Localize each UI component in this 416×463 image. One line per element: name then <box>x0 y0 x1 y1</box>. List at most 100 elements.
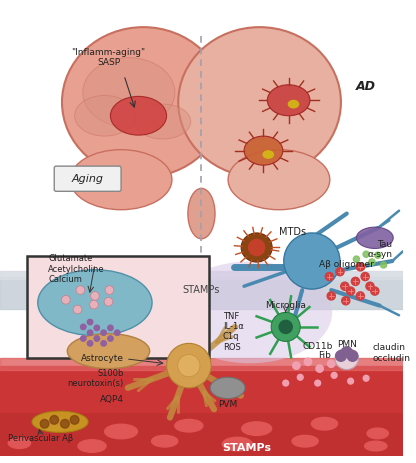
Circle shape <box>361 272 369 281</box>
Ellipse shape <box>74 95 135 136</box>
Ellipse shape <box>312 418 337 430</box>
Ellipse shape <box>271 313 300 341</box>
Ellipse shape <box>39 417 68 431</box>
Circle shape <box>50 415 59 424</box>
Circle shape <box>341 282 349 290</box>
Circle shape <box>73 305 82 314</box>
Circle shape <box>293 362 300 369</box>
Circle shape <box>327 360 335 367</box>
Circle shape <box>108 336 113 341</box>
Text: STAMPs: STAMPs <box>183 285 220 295</box>
Ellipse shape <box>241 233 272 262</box>
Circle shape <box>81 324 86 330</box>
Ellipse shape <box>70 150 172 210</box>
FancyBboxPatch shape <box>27 256 209 358</box>
Circle shape <box>89 300 98 309</box>
Ellipse shape <box>210 377 245 399</box>
Text: AQP4: AQP4 <box>100 395 124 404</box>
Polygon shape <box>0 409 403 456</box>
Circle shape <box>104 297 113 306</box>
Ellipse shape <box>367 428 389 439</box>
Circle shape <box>348 378 354 384</box>
Circle shape <box>371 287 379 295</box>
Circle shape <box>297 375 303 380</box>
Ellipse shape <box>168 262 332 363</box>
Circle shape <box>336 268 344 276</box>
Ellipse shape <box>284 233 340 289</box>
Circle shape <box>108 325 113 331</box>
Ellipse shape <box>83 58 175 127</box>
Ellipse shape <box>335 348 358 369</box>
Ellipse shape <box>78 440 106 452</box>
Text: Glutamate
Acetylcholine
Calcium: Glutamate Acetylcholine Calcium <box>48 254 105 284</box>
Text: Fib: Fib <box>318 351 331 361</box>
Ellipse shape <box>135 104 191 139</box>
Circle shape <box>87 319 93 325</box>
Circle shape <box>342 347 352 357</box>
Ellipse shape <box>242 422 272 435</box>
Ellipse shape <box>67 334 150 369</box>
Text: MTDs: MTDs <box>279 227 306 237</box>
Circle shape <box>327 292 335 300</box>
Text: S100b
neurotoxin(s): S100b neurotoxin(s) <box>68 369 124 388</box>
Ellipse shape <box>262 150 274 159</box>
Ellipse shape <box>228 150 330 210</box>
Circle shape <box>101 330 106 335</box>
Circle shape <box>114 330 120 335</box>
Circle shape <box>91 292 99 300</box>
Circle shape <box>366 282 374 290</box>
Circle shape <box>62 295 70 304</box>
Ellipse shape <box>222 438 252 451</box>
Circle shape <box>352 277 359 286</box>
Text: Perivascular Aβ: Perivascular Aβ <box>8 434 73 443</box>
Text: PMN: PMN <box>337 340 357 349</box>
Text: AD: AD <box>356 80 376 93</box>
Circle shape <box>61 419 69 428</box>
Circle shape <box>94 336 99 341</box>
Circle shape <box>76 286 85 294</box>
Ellipse shape <box>110 96 166 135</box>
Ellipse shape <box>175 419 203 432</box>
Text: Tau
α-syn: Tau α-syn <box>367 240 392 259</box>
Polygon shape <box>0 358 403 370</box>
Ellipse shape <box>357 227 393 249</box>
Circle shape <box>347 287 355 295</box>
Circle shape <box>81 336 86 341</box>
Text: claudin
occludin: claudin occludin <box>373 344 411 363</box>
Ellipse shape <box>292 435 318 447</box>
Circle shape <box>356 292 364 300</box>
Ellipse shape <box>166 344 211 388</box>
Circle shape <box>40 419 49 428</box>
Ellipse shape <box>244 136 283 165</box>
Circle shape <box>70 415 79 424</box>
Ellipse shape <box>151 435 178 447</box>
Ellipse shape <box>32 411 88 432</box>
Circle shape <box>87 341 93 346</box>
Circle shape <box>105 286 114 294</box>
Ellipse shape <box>248 239 265 256</box>
Ellipse shape <box>365 441 387 451</box>
Ellipse shape <box>278 319 293 334</box>
Circle shape <box>283 380 289 386</box>
Text: CD11b: CD11b <box>302 342 332 351</box>
Circle shape <box>356 263 364 271</box>
Ellipse shape <box>267 85 310 116</box>
Circle shape <box>305 358 312 365</box>
Circle shape <box>363 251 369 257</box>
Text: STAMPs: STAMPs <box>223 443 272 453</box>
Circle shape <box>375 252 381 258</box>
Circle shape <box>331 372 337 378</box>
Circle shape <box>347 350 358 361</box>
Circle shape <box>325 272 333 281</box>
Circle shape <box>101 341 106 346</box>
Circle shape <box>336 350 346 361</box>
Polygon shape <box>0 276 403 309</box>
Circle shape <box>381 262 386 268</box>
Ellipse shape <box>8 438 30 449</box>
Ellipse shape <box>188 188 215 239</box>
Circle shape <box>316 365 323 372</box>
Polygon shape <box>0 271 403 280</box>
Ellipse shape <box>178 27 341 177</box>
Text: Astrocyte: Astrocyte <box>81 354 124 363</box>
Circle shape <box>369 259 375 265</box>
